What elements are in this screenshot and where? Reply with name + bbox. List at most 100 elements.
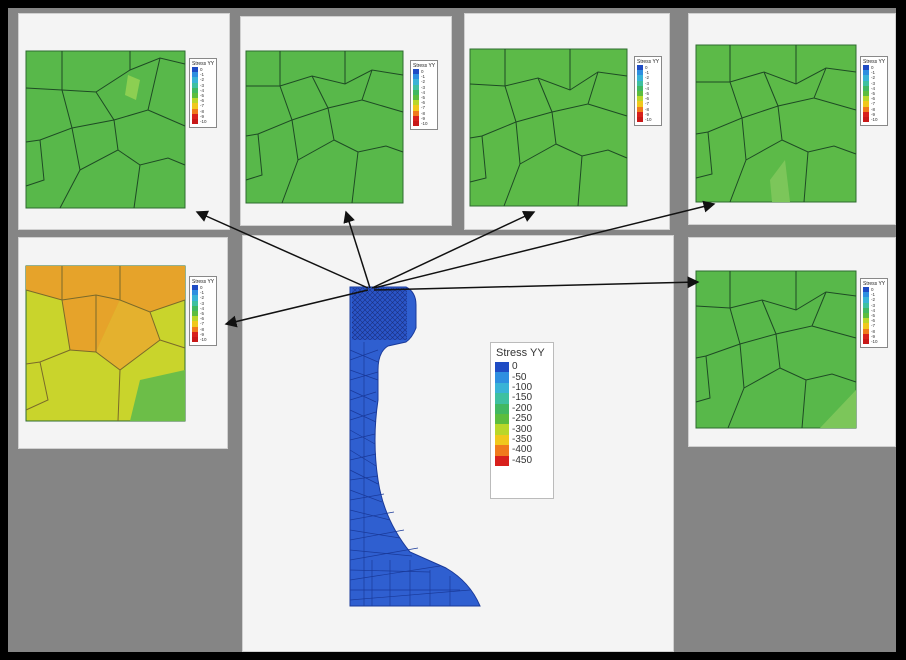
stress-legend: Stress YY 0 -50 -100 -150 -200 -250 -300 -350 -4… [490,342,554,499]
mini-legend-6: Stress YY 0 -1 -2 -3 -4 -5 -6 -7 -8 -9 -10 [860,278,889,349]
mini-legend-label: -1 [645,70,650,76]
mini-legend-2: Stress YY 0 -1 -2 -3 -4 -5 -6 -7 -8 -9 -10 [410,60,439,131]
rail-mesh [349,286,481,607]
mini-legend-swatch [413,84,419,90]
mini-legend-swatch [192,326,198,332]
mini-legend-label: -5 [871,91,876,97]
mini-legend-label: -4 [421,89,426,95]
mini-legend-row: -1 [863,70,885,76]
mini-legend-swatch [863,75,869,81]
mini-legend-row: -6 [192,316,214,322]
mini-legend-swatch [192,82,198,88]
mini-legend-swatch [863,90,869,97]
mini-legend-row: -3 [192,300,214,306]
mini-legend-swatch [413,89,419,95]
mini-legend-label: -9 [421,115,426,121]
mini-legend-label: -7 [200,321,205,327]
mini-legend-swatch [863,65,869,71]
mini-legend-row: -4 [192,87,214,93]
legend-label: 0 [512,361,518,373]
mini-legend-label: -10 [645,116,652,122]
mini-legend-row: -7 [192,103,214,109]
mini-legend-label: -5 [200,311,205,317]
mini-legend-row: -3 [192,82,214,88]
mini-legend-row: -2 [637,75,659,81]
stress-legend-row: -450 [495,455,553,466]
mini-legend-swatch [863,70,869,76]
mini-legend-row: -7 [863,323,885,329]
mini-legend-row: -10 [863,116,885,123]
mini-legend-label: -7 [871,101,876,107]
mini-legend-row: -9 [192,331,214,337]
mini-legend-4: Stress YY 0 -1 -2 -3 -4 -5 -6 -7 -8 -9 -10 [860,56,889,127]
mini-legend-swatch [637,85,643,91]
mini-legend-swatch [863,292,869,298]
mini-legend-row: -5 [192,92,214,99]
mini-legend-swatch [863,297,869,303]
grain-map-3 [469,48,628,207]
mini-legend-title: Stress YY [863,59,886,65]
mini-legend-row: -9 [192,113,214,119]
mini-legend-label: -2 [871,297,876,303]
stress-legend-row: -350 [495,434,553,446]
grain-map-1 [25,50,186,209]
mini-legend-label: 0 [200,285,203,291]
mini-legend-swatch [192,87,198,93]
mini-legend-swatch [637,116,643,123]
mini-legend-row: 0 [637,65,659,71]
mini-legend-label: -5 [871,313,876,319]
mini-legend-swatch [192,67,198,73]
legend-swatch [495,413,509,425]
mini-legend-row: -8 [192,108,214,114]
mini-legend-swatch [413,100,419,106]
legend-swatch [495,362,509,373]
mini-legend-swatch [192,316,198,322]
mini-legend-label: -7 [871,323,876,329]
mini-legend-row: -2 [863,75,885,81]
mini-legend-swatch [637,90,643,97]
legend-label: -50 [512,371,527,383]
mini-legend-row: -2 [192,295,214,301]
mini-legend-swatch [192,321,198,327]
mini-legend-label: -8 [871,106,876,112]
mini-legend-row: -9 [863,111,885,117]
mini-legend-swatch [637,80,643,86]
mini-legend-label: -8 [200,326,205,332]
mini-legend-row: -4 [637,85,659,91]
mini-legend-label: 0 [871,65,874,71]
mini-legend-1: Stress YY 0 -1 -2 -3 -4 -5 -6 -7 -8 -9 -10 [189,58,218,129]
mini-legend-label: 0 [645,65,648,71]
mini-legend-label: -6 [871,318,876,324]
mini-legend-label: -1 [421,74,426,80]
grain-map-6 [695,270,857,429]
mini-legend-label: -6 [871,96,876,102]
mini-legend-swatch [863,318,869,324]
mini-legend-row: -3 [863,80,885,86]
mini-legend-label: -10 [871,338,878,344]
mini-legend-label: -1 [871,292,876,298]
mini-legend-row: -5 [413,94,435,101]
mini-legend-label: -2 [200,77,205,83]
mini-legend-row: -5 [637,90,659,97]
mini-legend-label: -5 [421,95,426,101]
legend-label: -250 [512,413,533,425]
stress-legend-row: -400 [495,445,553,456]
mini-legend-row: -10 [637,116,659,123]
mini-legend-row: -2 [192,77,214,83]
mini-legend-label: -2 [421,79,426,85]
mini-legend-row: -7 [192,321,214,327]
mini-legend-swatch [192,72,198,78]
legend-swatch [495,455,509,466]
mini-legend-swatch [192,300,198,306]
mini-legend-swatch [637,96,643,102]
mini-legend-label: -9 [871,111,876,117]
mini-legend-row: -9 [637,111,659,117]
stress-legend-row: -200 [495,403,553,414]
mini-legend-swatch [863,80,869,86]
mini-legend-label: -7 [421,105,426,111]
mini-legend-title: Stress YY [863,281,886,287]
mini-legend-label: -10 [200,118,207,124]
mini-legend-row: 0 [863,287,885,293]
stress-legend-title: Stress YY [496,347,545,359]
mini-legend-label: -2 [645,75,650,81]
